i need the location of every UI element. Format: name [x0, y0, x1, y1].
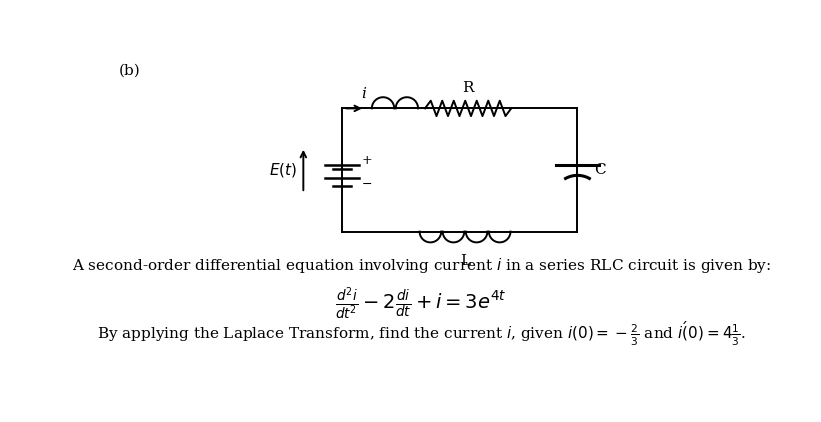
Text: +: +	[362, 154, 373, 167]
Text: L: L	[460, 254, 470, 268]
Text: R: R	[462, 81, 474, 95]
Text: (b): (b)	[118, 64, 140, 78]
Text: A second-order differential equation involving current $i$ in a series RLC circu: A second-order differential equation inv…	[71, 256, 771, 275]
Text: By applying the Laplace Transform, find the current $i$, given $i(0)=-\frac{2}{3: By applying the Laplace Transform, find …	[97, 320, 745, 349]
Text: $E(t)$: $E(t)$	[269, 161, 297, 179]
Text: i: i	[361, 87, 366, 101]
Text: C: C	[594, 163, 606, 177]
Text: −: −	[362, 178, 373, 191]
Text: $\frac{d^2i}{dt^2}-2\frac{di}{dt}+i=3e^{4t}$: $\frac{d^2i}{dt^2}-2\frac{di}{dt}+i=3e^{…	[335, 285, 507, 322]
